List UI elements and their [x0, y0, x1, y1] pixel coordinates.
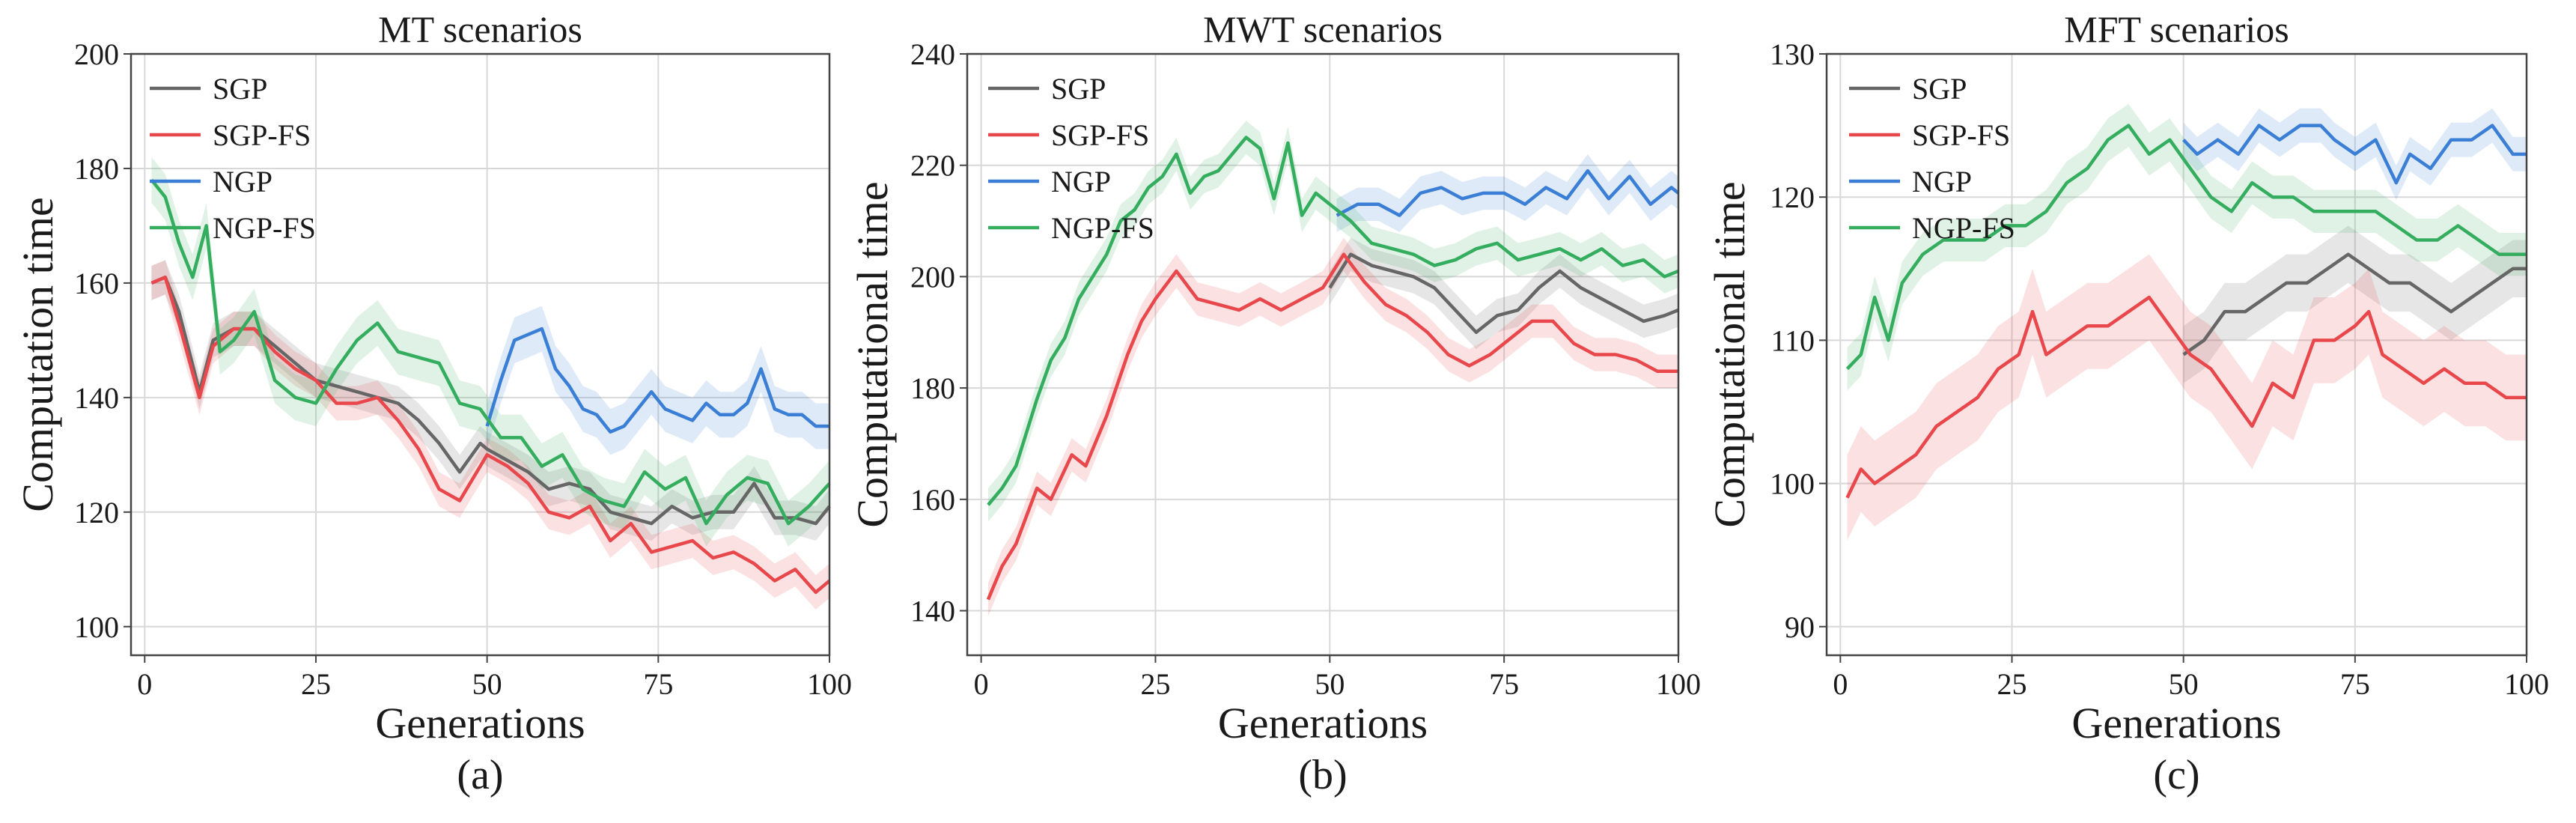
legend-label-sgp: SGP — [1912, 72, 1967, 106]
series-line-ngp-fs — [150, 178, 831, 526]
series-line-ngp-fs — [1845, 124, 2527, 371]
x-tick-label: 50 — [472, 667, 502, 701]
chart-title: MWT scenarios — [1203, 8, 1443, 50]
y-tick-label: 220 — [910, 149, 955, 183]
x-tick-label: 50 — [1315, 667, 1345, 701]
series-line-sgp-fs — [150, 276, 831, 595]
y-axis-label: Computational time — [848, 181, 897, 527]
legend: SGP SGP-FS NGP NGP-FS — [150, 72, 316, 245]
y-tick-label: 140 — [910, 595, 955, 628]
x-tick-label: 100 — [2504, 667, 2549, 701]
subfigure-label: (a) — [457, 752, 503, 798]
series-band-sgp — [151, 260, 830, 541]
legend-label-sgp-fs: SGP-FS — [1051, 118, 1149, 152]
x-tick-label: 100 — [1656, 667, 1701, 701]
legend-label-sgp: SGP — [1051, 72, 1106, 106]
series-band-ngp-fs — [987, 121, 1678, 522]
series-line-sgp-fs — [986, 252, 1678, 601]
series-band-sgp-fs — [987, 237, 1678, 616]
x-tick-label: 50 — [2169, 667, 2199, 701]
y-axis-label: Computational time — [1705, 181, 1754, 527]
plot-frame — [966, 52, 1680, 657]
y-tick-label: 120 — [1770, 180, 1815, 214]
y-tick-label: 100 — [74, 610, 119, 644]
x-tick-label: 25 — [1997, 667, 2027, 701]
x-tick-label: 100 — [807, 667, 852, 701]
legend: SGP SGP-FS NGP NGP-FS — [1849, 72, 2015, 245]
legend: SGP SGP-FS NGP NGP-FS — [988, 72, 1154, 245]
series-line-sgp — [2182, 252, 2527, 356]
chart-title: MFT scenarios — [2064, 8, 2289, 50]
legend-label-ngp-fs: NGP-FS — [1051, 211, 1154, 245]
y-tick-label: 240 — [910, 37, 955, 71]
y-tick-label: 100 — [1770, 467, 1815, 501]
series-band-ngp — [487, 306, 829, 455]
series-line-ngp — [2182, 124, 2527, 185]
x-tick-label: 75 — [643, 667, 673, 701]
legend-label-sgp: SGP — [213, 72, 267, 106]
panel-mft-scenarios: 90 100 110 120 130 0 25 50 75 100 MFT scenarios Gen… — [1705, 8, 2549, 798]
x-tick-label: 0 — [974, 667, 989, 701]
legend-label-ngp: NGP — [1912, 165, 1972, 198]
panel-mt-scenarios: 100 120 140 160 180 200 0 25 50 75 100 MT scenarios… — [13, 8, 852, 798]
x-tick-label: 75 — [1489, 667, 1519, 701]
y-tick-label: 110 — [1770, 324, 1815, 357]
x-tick-label: 0 — [1833, 667, 1848, 701]
y-tick-label: 200 — [910, 260, 955, 294]
plot-frame — [1825, 52, 2528, 657]
x-tick-label: 25 — [1140, 667, 1170, 701]
series-line-sgp-fs — [1845, 295, 2527, 499]
y-tick-label: 160 — [74, 267, 119, 300]
x-axis-label: Generations — [375, 699, 585, 747]
series-band-sgp-fs — [151, 260, 830, 610]
legend-label-ngp-fs: NGP-FS — [213, 211, 316, 245]
plot-frame — [130, 52, 831, 657]
x-axis-label: Generations — [2071, 699, 2281, 747]
series-line-ngp — [485, 327, 829, 434]
series-line-ngp-fs — [987, 136, 1679, 506]
x-tick-label: 75 — [2340, 667, 2370, 701]
y-tick-label: 90 — [1785, 610, 1815, 644]
legend-label-ngp-fs: NGP-FS — [1912, 211, 2015, 245]
y-tick-label: 130 — [1770, 37, 1815, 71]
y-tick-label: 160 — [910, 483, 955, 517]
y-axis-label: Computation time — [13, 197, 62, 511]
series-band-sgp — [1330, 237, 1678, 350]
series-line-sgp — [1328, 252, 1679, 335]
x-axis-label: Generations — [1218, 699, 1428, 747]
subfigure-label: (c) — [2153, 752, 2199, 798]
legend-label-sgp-fs: SGP-FS — [213, 118, 311, 152]
x-tick-label: 25 — [301, 667, 331, 701]
y-tick-label: 180 — [74, 152, 119, 186]
y-tick-label: 140 — [74, 381, 119, 415]
series-line-ngp — [1336, 168, 1680, 217]
legend-label-ngp: NGP — [1051, 165, 1111, 198]
y-tick-label: 180 — [910, 371, 955, 405]
legend-label-sgp-fs: SGP-FS — [1912, 118, 2010, 152]
legend-label-ngp: NGP — [213, 165, 272, 198]
y-tick-label: 200 — [74, 37, 119, 71]
panel-mwt-scenarios: 140 160 180 200 220 240 0 25 50 75 100 MWT scenario… — [848, 8, 1701, 798]
x-tick-label: 0 — [137, 667, 152, 701]
chart-title: MT scenarios — [378, 8, 582, 50]
y-tick-label: 120 — [74, 496, 119, 529]
subfigure-label: (b) — [1298, 752, 1347, 798]
